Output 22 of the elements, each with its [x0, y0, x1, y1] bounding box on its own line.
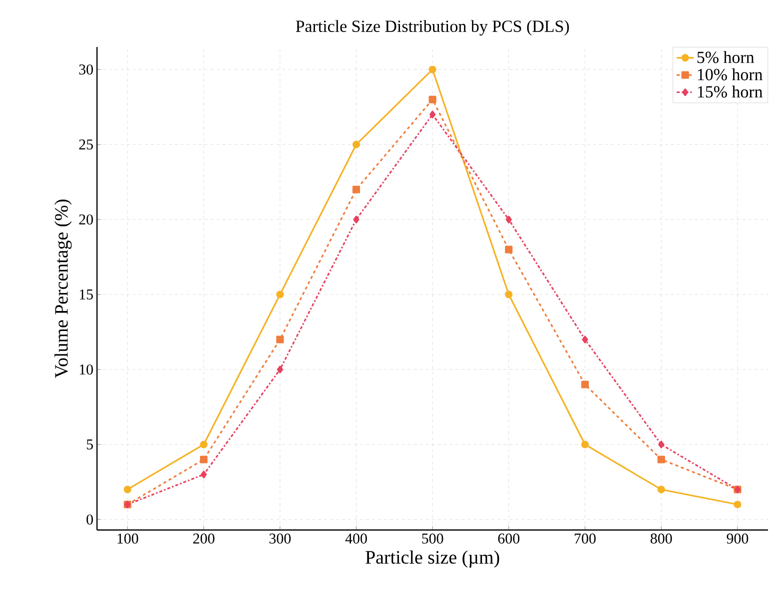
- y-tick-label: 30: [79, 64, 93, 75]
- legend-label: 10% horn: [698, 68, 763, 80]
- x-tick-label: 500: [422, 534, 444, 544]
- x-tick-label: 600: [498, 534, 520, 544]
- y-tick-label: 5: [86, 440, 93, 450]
- x-tick-label: 300: [270, 534, 291, 544]
- x-tick-label: 100: [118, 534, 138, 544]
- x-tick-label: 200: [193, 534, 214, 544]
- y-tick-label: 20: [79, 214, 93, 225]
- x-tick-label: 400: [345, 534, 367, 544]
- y-tick-label: 10: [80, 364, 93, 375]
- y-tick-label: 0: [86, 514, 93, 525]
- y-axis-title: Volume Percentage (%): [54, 200, 72, 378]
- legend-label: 15% horn: [698, 86, 763, 98]
- x-tick-label: 900: [726, 534, 748, 544]
- legend-label: 5% horn: [697, 51, 754, 64]
- x-tick-label: 800: [650, 534, 672, 544]
- chart-title: Particle Size Distribution by PCS (DLS): [296, 20, 569, 36]
- x-tick-label: 700: [574, 534, 596, 544]
- y-tick-label: 15: [80, 289, 93, 300]
- x-axis-title: Particle size (µm): [366, 550, 500, 568]
- y-tick-label: 25: [79, 139, 93, 150]
